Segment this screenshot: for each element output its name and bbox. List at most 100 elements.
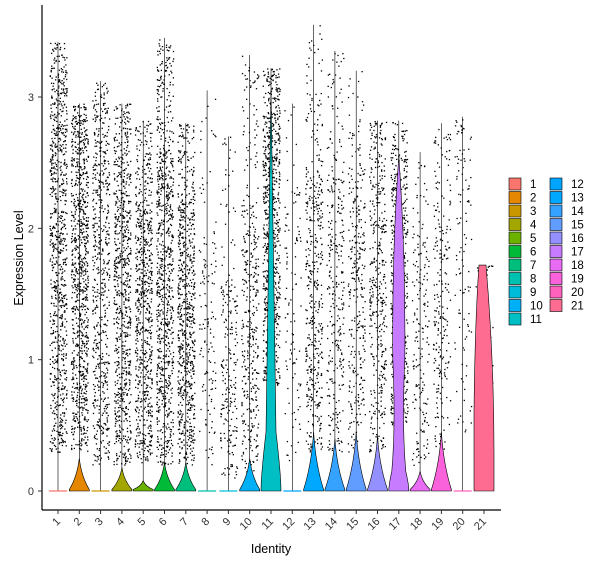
points-cluster-19: [433, 129, 451, 450]
legend-swatch-4: [509, 219, 521, 231]
violin-2: [69, 458, 89, 491]
legend-swatch-12: [550, 178, 562, 190]
points-cluster-9: [220, 137, 238, 479]
points-cluster-8: [199, 99, 217, 466]
legend-label-12: 12: [571, 179, 584, 191]
legend-label-17: 17: [571, 247, 584, 259]
y-axis-title: Expression Level: [12, 210, 26, 305]
x-tick-label: 13: [302, 516, 319, 533]
points-cluster-7: [177, 124, 195, 466]
x-tick-label: 2: [72, 516, 85, 529]
legend-swatch-2: [509, 192, 521, 204]
violin-6: [155, 462, 175, 491]
x-tick-label: 20: [451, 516, 468, 533]
x-axis-title: Identity: [251, 542, 292, 556]
violin-5: [133, 480, 153, 491]
legend-swatch-17: [550, 246, 562, 258]
violin-15: [346, 432, 366, 491]
x-tick-label: 17: [387, 516, 404, 533]
violin-4: [112, 467, 132, 491]
x-tick-label: 3: [93, 516, 106, 529]
y-tick-label: 2: [28, 223, 34, 235]
legend-label-11: 11: [530, 314, 542, 326]
legend-label-20: 20: [571, 287, 584, 299]
x-tick-label: 5: [136, 516, 149, 529]
legend-swatch-3: [509, 205, 521, 217]
legend-swatch-18: [550, 259, 562, 271]
points-cluster-5: [135, 121, 153, 463]
legend-label-13: 13: [571, 193, 584, 205]
legend-swatch-5: [509, 232, 521, 244]
points-cluster-3: [92, 83, 110, 466]
legend-label-5: 5: [530, 233, 536, 245]
legend-label-18: 18: [571, 260, 584, 272]
legend-label-9: 9: [530, 287, 536, 299]
violin-7: [176, 462, 196, 491]
x-tick-label: 15: [344, 516, 361, 533]
x-tick-label: 19: [429, 516, 446, 533]
legend-label-10: 10: [530, 301, 543, 313]
x-tick-label: 8: [199, 516, 212, 529]
legend-swatch-16: [550, 232, 562, 244]
x-tick-label: 7: [178, 516, 191, 529]
legend-swatch-9: [509, 286, 521, 298]
points-cluster-6: [156, 39, 174, 465]
violin-14: [325, 438, 345, 491]
x-tick-label: 9: [221, 516, 234, 529]
legend-swatch-8: [509, 273, 521, 285]
legend-swatch-6: [509, 246, 521, 258]
x-tick-label: 12: [280, 516, 297, 533]
x-tick-label: 21: [472, 516, 489, 533]
legend-swatch-20: [550, 286, 562, 298]
legend-label-21: 21: [571, 301, 584, 313]
legend-label-19: 19: [571, 274, 584, 286]
legend-swatch-19: [550, 273, 562, 285]
legend-label-6: 6: [530, 247, 536, 259]
x-tick-label: 16: [365, 516, 382, 533]
x-tick-label: 18: [408, 516, 425, 533]
violin-10: [240, 458, 260, 491]
legend-label-3: 3: [530, 206, 536, 218]
legend-swatch-11: [509, 313, 521, 325]
legend-swatch-21: [550, 300, 562, 312]
points-cluster-18: [412, 162, 430, 466]
violin-19: [431, 432, 451, 491]
x-tick-label: 11: [260, 516, 277, 533]
x-tick-label: 1: [50, 516, 63, 529]
points-cluster-16: [369, 121, 387, 452]
points-cluster-20: [454, 119, 472, 432]
legend-swatch-15: [550, 219, 562, 231]
points-cluster-15: [348, 71, 366, 453]
x-tick-label: 10: [238, 516, 255, 533]
legend-swatch-1: [509, 178, 521, 190]
legend-label-1: 1: [530, 179, 536, 191]
y-tick-label: 1: [28, 355, 34, 367]
x-tick-label: 14: [323, 516, 340, 533]
points-cluster-10: [241, 56, 259, 479]
legend-swatch-14: [550, 205, 562, 217]
legend-label-8: 8: [530, 274, 536, 286]
x-tick-label: 6: [157, 516, 170, 529]
legend-swatch-7: [509, 259, 521, 271]
legend-label-15: 15: [571, 220, 584, 232]
points-cluster-12: [284, 106, 301, 461]
violin-21: [474, 265, 494, 491]
y-tick-label: 0: [28, 486, 34, 498]
violin-11: [261, 90, 281, 491]
points-cluster-2: [71, 104, 89, 452]
points-cluster-13: [305, 25, 323, 452]
violin-17: [389, 156, 409, 491]
legend-label-4: 4: [530, 220, 537, 232]
points-cluster-4: [113, 104, 131, 466]
legend-label-16: 16: [571, 233, 584, 245]
x-tick-label: 4: [114, 516, 127, 529]
legend-swatch-10: [509, 300, 521, 312]
legend-swatch-13: [550, 192, 562, 204]
points-cluster-14: [326, 53, 344, 452]
legend-label-7: 7: [530, 260, 536, 272]
points-cluster-1: [50, 43, 68, 453]
